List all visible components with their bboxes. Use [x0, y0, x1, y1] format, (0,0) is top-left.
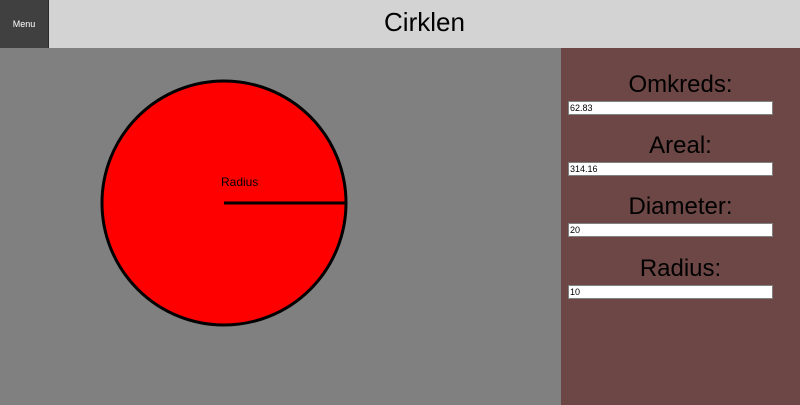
- diameter-label: Diameter:: [628, 193, 733, 220]
- diameter-input[interactable]: [568, 223, 773, 237]
- areal-input[interactable]: [568, 162, 773, 176]
- menu-button[interactable]: Menu: [0, 0, 49, 48]
- circle-canvas: Radius: [0, 48, 561, 405]
- radius-label: Radius: [221, 175, 258, 189]
- omkreds-input[interactable]: [568, 101, 773, 115]
- page-title: Cirklen: [384, 7, 465, 37]
- omkreds-label: Omkreds:: [628, 71, 733, 98]
- header-bar: Menu Cirklen: [0, 0, 800, 48]
- radius-field-label: Radius:: [639, 255, 722, 282]
- radius-input[interactable]: [568, 285, 773, 299]
- areal-label: Areal:: [649, 132, 712, 159]
- results-panel: Omkreds: Areal: Diameter: Radius:: [561, 48, 800, 405]
- circle-drawing: Radius: [100, 79, 348, 327]
